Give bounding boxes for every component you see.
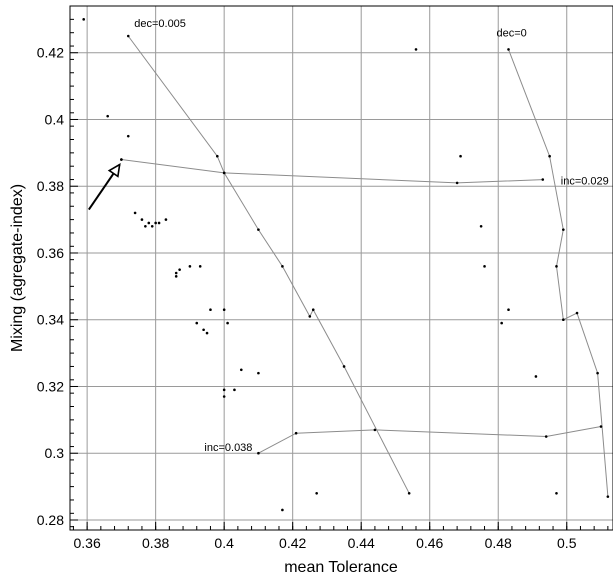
curve-line <box>508 49 609 497</box>
data-point <box>147 221 151 225</box>
curve-point <box>257 451 260 455</box>
data-point <box>209 308 212 312</box>
data-point <box>126 134 130 138</box>
grid-lines <box>70 6 613 530</box>
curve-line <box>127 35 410 494</box>
curve-point <box>311 308 315 312</box>
data-point <box>195 321 199 325</box>
data-point <box>459 154 462 158</box>
curve-point <box>216 154 219 158</box>
x-tick-label: 0.4 <box>214 535 234 551</box>
x-tick-label: 0.5 <box>557 535 577 551</box>
x-tick-label: 0.46 <box>416 535 443 551</box>
y-tick-label: 0.36 <box>37 245 64 261</box>
data-point <box>133 211 137 215</box>
curve-point <box>373 428 377 432</box>
curve-point <box>257 228 260 231</box>
curve-point <box>575 311 579 315</box>
y-tick-label: 0.38 <box>37 178 64 194</box>
curve-label: inc=0.038 <box>204 442 252 454</box>
data-point <box>198 265 202 268</box>
data-point <box>188 265 192 268</box>
data-point <box>222 395 226 398</box>
y-tick-label: 0.34 <box>37 312 64 328</box>
curve-point <box>294 431 298 435</box>
data-point <box>157 221 161 225</box>
curve-point <box>555 265 558 268</box>
data-point <box>174 271 178 275</box>
tick-labels: 0.36 0.38 0.4 0.42 0.44 0.46 0.48 0.5 0.28 0.3 0.3… <box>37 18 609 551</box>
data-point <box>154 221 157 225</box>
data-point <box>226 321 229 325</box>
data-point <box>82 18 86 21</box>
data-point <box>257 371 260 375</box>
curve-point <box>126 34 130 38</box>
data-point <box>479 224 483 228</box>
data-point <box>222 388 226 392</box>
x-tick-label: 0.42 <box>279 535 306 551</box>
arrow-head <box>107 163 121 178</box>
curve-line <box>121 159 543 184</box>
curve-point <box>544 435 548 438</box>
y-tick-label: 0.28 <box>37 512 64 528</box>
data-point <box>222 308 226 312</box>
data-point <box>174 275 178 278</box>
x-tick-label: 0.38 <box>142 535 169 551</box>
data-point <box>483 265 486 268</box>
data-point <box>150 224 154 228</box>
data-point <box>500 321 503 325</box>
data-point <box>281 508 284 512</box>
x-tick-label: 0.36 <box>74 535 101 551</box>
data-point <box>233 388 236 392</box>
annotations: dec=0.005 dec=0 inc=0.029 inc=0.038 <box>88 18 609 454</box>
data-point <box>144 224 147 228</box>
curve-label: dec=0 <box>497 27 527 39</box>
data-point <box>315 491 318 495</box>
x-tick-label: 0.48 <box>485 535 512 551</box>
data-point <box>202 328 205 332</box>
curve-label: dec=0.005 <box>134 18 186 30</box>
data-point <box>120 158 123 161</box>
y-tick-label: 0.42 <box>37 45 64 61</box>
curve-point <box>562 228 565 231</box>
data-point <box>414 48 418 51</box>
curve-point <box>562 318 565 322</box>
curve-point <box>596 371 599 375</box>
y-axis-title: Mixing (agregate-index) <box>9 184 26 352</box>
curve-label: inc=0.029 <box>561 176 609 188</box>
curve-point <box>222 171 226 175</box>
y-tick-label: 0.4 <box>45 111 65 127</box>
data-point <box>164 218 168 221</box>
data-point <box>507 308 510 312</box>
curve-point <box>599 425 603 428</box>
data-point <box>239 368 243 372</box>
curve-point <box>548 154 551 158</box>
data-point <box>140 218 144 221</box>
curve-point <box>308 315 312 318</box>
y-tick-label: 0.32 <box>37 378 64 394</box>
data-point <box>205 331 209 335</box>
curve-point <box>342 365 346 368</box>
curves <box>121 35 609 497</box>
curve-point <box>541 178 545 181</box>
x-axis-title: mean Tolerance <box>284 559 398 576</box>
curve-point <box>455 181 459 185</box>
data-point <box>178 268 181 271</box>
data-point <box>555 491 558 495</box>
data-point <box>534 375 538 378</box>
curve-point <box>606 495 610 498</box>
data-point <box>106 114 109 118</box>
curve-point <box>281 265 284 268</box>
curve-point <box>407 491 411 495</box>
plot-frame <box>69 5 613 531</box>
x-tick-label: 0.44 <box>348 535 375 551</box>
data-points <box>82 18 610 512</box>
curve-point <box>507 48 510 51</box>
y-tick-label: 0.3 <box>45 445 65 461</box>
